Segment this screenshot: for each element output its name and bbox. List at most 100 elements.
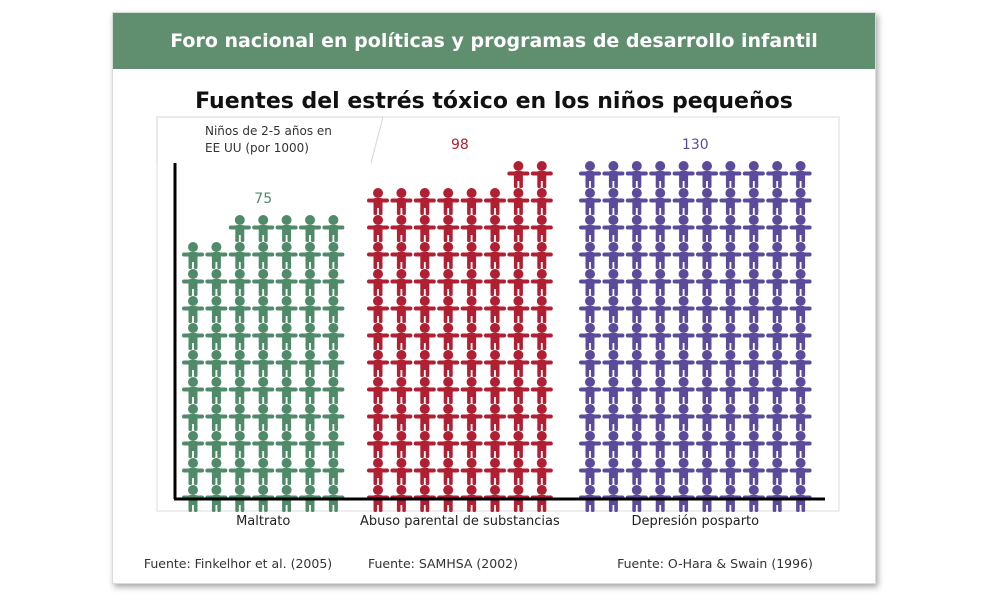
child-figure-icon <box>437 215 460 242</box>
child-figure-icon <box>182 404 204 431</box>
child-figure-icon <box>719 215 742 242</box>
child-figure-icon <box>766 188 789 215</box>
child-figure-icon <box>390 296 413 323</box>
child-figure-icon <box>484 350 506 377</box>
child-figure-icon <box>413 404 436 431</box>
child-figure-icon <box>460 404 483 431</box>
child-figure-icon <box>460 242 483 269</box>
child-figure-icon <box>437 242 460 269</box>
child-figure-icon <box>205 350 228 377</box>
child-figure-icon <box>484 296 506 323</box>
child-figure-icon <box>275 377 298 404</box>
child-figure-icon <box>205 296 228 323</box>
child-figure-icon <box>507 296 530 323</box>
child-figure-icon <box>413 188 436 215</box>
child-figure-icon <box>625 296 648 323</box>
child-figure-icon <box>672 458 695 485</box>
child-figure-icon <box>602 215 625 242</box>
child-figure-icon <box>719 161 742 188</box>
child-figure-icon <box>437 296 460 323</box>
child-figure-icon <box>252 215 275 242</box>
child-figure-icon <box>413 350 436 377</box>
child-figure-icon <box>507 377 530 404</box>
child-figure-icon <box>530 458 553 485</box>
child-figure-icon <box>625 404 648 431</box>
child-figure-icon <box>672 161 695 188</box>
child-figure-icon <box>766 458 789 485</box>
child-figure-icon <box>322 296 345 323</box>
bar-3 <box>579 161 812 512</box>
child-figure-icon <box>789 350 812 377</box>
child-figure-icon <box>766 215 789 242</box>
child-figure-icon <box>625 431 648 458</box>
child-figure-icon <box>460 215 483 242</box>
child-figure-icon <box>742 458 765 485</box>
child-figure-icon <box>205 404 228 431</box>
child-figure-icon <box>696 161 718 188</box>
child-figure-icon <box>742 296 765 323</box>
child-figure-icon <box>367 242 389 269</box>
child-figure-icon <box>649 242 672 269</box>
child-figure-icon <box>719 350 742 377</box>
child-figure-icon <box>460 431 483 458</box>
child-figure-icon <box>322 458 345 485</box>
child-figure-icon <box>367 269 389 296</box>
child-figure-icon <box>602 269 625 296</box>
child-figure-icon <box>275 350 298 377</box>
child-figure-icon <box>322 323 345 350</box>
child-figure-icon <box>367 458 389 485</box>
child-figure-icon <box>672 377 695 404</box>
child-figure-icon <box>275 296 298 323</box>
child-figure-icon <box>182 269 204 296</box>
child-figure-icon <box>367 215 389 242</box>
child-figure-icon <box>252 269 275 296</box>
child-figure-icon <box>625 323 648 350</box>
child-figure-icon <box>390 431 413 458</box>
child-figure-icon <box>789 296 812 323</box>
child-figure-icon <box>672 350 695 377</box>
child-figure-icon <box>696 350 718 377</box>
child-figure-icon <box>602 404 625 431</box>
child-figure-icon <box>437 431 460 458</box>
child-figure-icon <box>719 458 742 485</box>
child-figure-icon <box>275 323 298 350</box>
child-figure-icon <box>672 242 695 269</box>
child-figure-icon <box>484 269 506 296</box>
child-figure-icon <box>719 188 742 215</box>
child-figure-icon <box>390 350 413 377</box>
child-figure-icon <box>719 269 742 296</box>
child-figure-icon <box>696 323 718 350</box>
child-figure-icon <box>390 404 413 431</box>
child-figure-icon <box>530 404 553 431</box>
child-figure-icon <box>460 323 483 350</box>
child-figure-icon <box>507 404 530 431</box>
child-figure-icon <box>742 323 765 350</box>
child-figure-icon <box>228 404 251 431</box>
child-figure-icon <box>275 242 298 269</box>
child-figure-icon <box>460 458 483 485</box>
source-label: Fuente: Finkelhor et al. (2005) <box>144 556 332 571</box>
bar-1 <box>182 215 345 512</box>
child-figure-icon <box>579 269 601 296</box>
child-figure-icon <box>672 431 695 458</box>
child-figure-icon <box>228 350 251 377</box>
child-figure-icon <box>742 215 765 242</box>
child-figure-icon <box>719 242 742 269</box>
child-figure-icon <box>672 404 695 431</box>
child-figure-icon <box>182 431 204 458</box>
chart-title: Fuentes del estrés tóxico en los niños p… <box>195 89 793 114</box>
child-figure-icon <box>696 458 718 485</box>
child-figure-icon <box>625 350 648 377</box>
child-figure-icon <box>696 215 718 242</box>
child-figure-icon <box>228 323 251 350</box>
child-figure-icon <box>530 431 553 458</box>
child-figure-icon <box>413 377 436 404</box>
child-figure-icon <box>437 404 460 431</box>
child-figure-icon <box>413 215 436 242</box>
child-figure-icon <box>766 242 789 269</box>
child-figure-icon <box>696 431 718 458</box>
child-figure-icon <box>742 404 765 431</box>
child-figure-icon <box>649 431 672 458</box>
child-figure-icon <box>484 323 506 350</box>
child-figure-icon <box>507 215 530 242</box>
